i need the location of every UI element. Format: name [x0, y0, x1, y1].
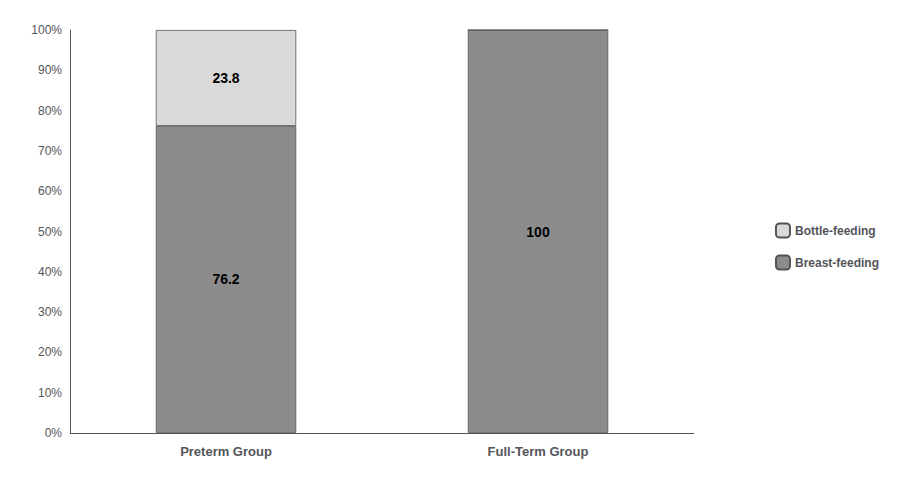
svg-text:80%: 80% — [38, 104, 62, 118]
svg-text:50%: 50% — [38, 225, 62, 239]
svg-text:70%: 70% — [38, 144, 62, 158]
svg-text:Full-Term Group: Full-Term Group — [488, 444, 589, 459]
svg-text:23.8: 23.8 — [212, 70, 239, 86]
svg-text:20%: 20% — [38, 345, 62, 359]
svg-text:90%: 90% — [38, 63, 62, 77]
svg-text:60%: 60% — [38, 184, 62, 198]
svg-text:100%: 100% — [31, 23, 62, 37]
svg-text:0%: 0% — [45, 426, 63, 440]
svg-text:Breast-feeding: Breast-feeding — [795, 256, 879, 270]
svg-text:Preterm Group: Preterm Group — [180, 444, 272, 459]
svg-text:76.2: 76.2 — [212, 271, 239, 287]
svg-text:40%: 40% — [38, 265, 62, 279]
svg-text:100: 100 — [526, 224, 550, 240]
svg-text:Bottle-feeding: Bottle-feeding — [795, 224, 876, 238]
svg-text:30%: 30% — [38, 305, 62, 319]
svg-text:10%: 10% — [38, 386, 62, 400]
